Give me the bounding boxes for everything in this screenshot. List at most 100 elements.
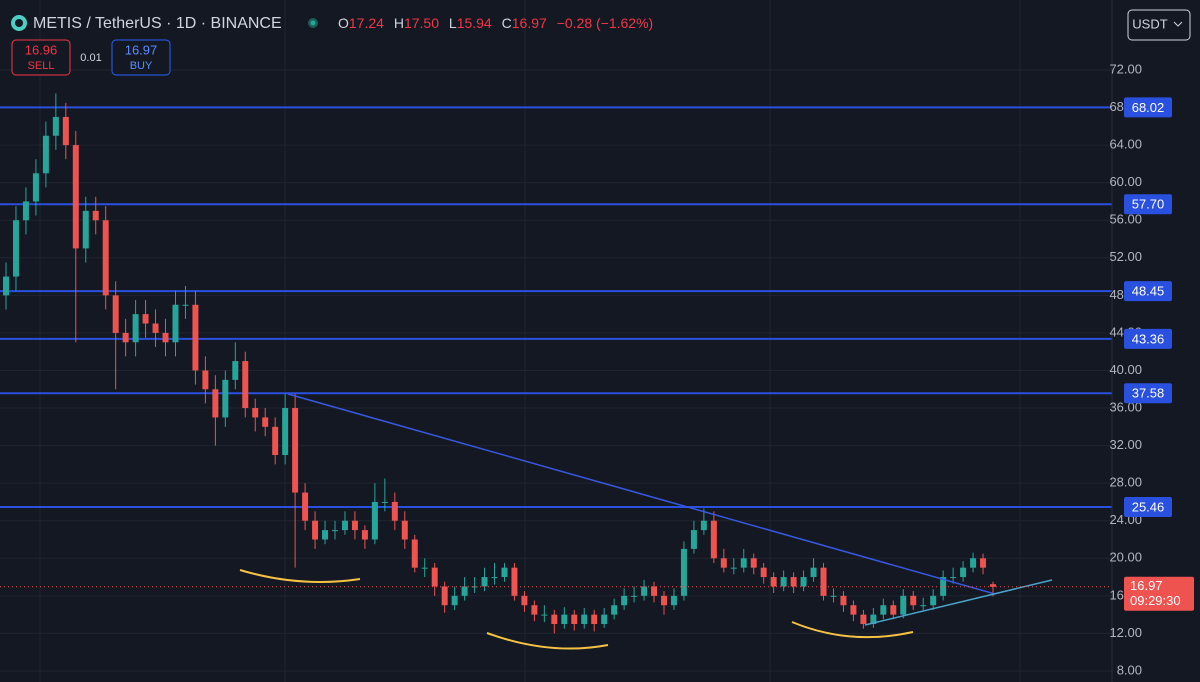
candle-body — [740, 558, 747, 568]
candle-body — [750, 558, 757, 568]
y-tick-label: 28.00 — [1109, 475, 1142, 490]
currency: USDT — [1132, 16, 1167, 31]
countdown: 09:29:30 — [1130, 593, 1181, 608]
drawings — [239, 393, 1053, 650]
candle-body — [870, 614, 877, 625]
c-label: C — [502, 15, 512, 31]
candle-body — [780, 577, 787, 587]
l-value: 15.94 — [457, 15, 492, 31]
candle-body — [302, 492, 309, 521]
candle-body — [3, 276, 9, 296]
level-label-bg — [1124, 328, 1172, 349]
candle-body — [132, 314, 139, 343]
candle-body — [760, 567, 767, 578]
level-label-bg — [1124, 97, 1172, 118]
candle-body — [611, 605, 618, 615]
candle-body — [421, 567, 428, 569]
candle-body — [700, 520, 707, 531]
candle-body — [621, 595, 628, 606]
y-tick-label: 40.00 — [1109, 362, 1142, 377]
sell-label: SELL — [28, 60, 55, 72]
candle-body — [910, 595, 917, 606]
candle-body — [661, 595, 667, 606]
candle-body — [172, 304, 179, 343]
candle-body — [930, 595, 937, 606]
candle-body — [890, 605, 897, 615]
candle-body — [521, 595, 528, 606]
candle-body — [322, 530, 329, 540]
candle-body — [451, 595, 458, 606]
candle-body — [561, 614, 568, 625]
candle-body — [222, 379, 229, 418]
y-tick-label: 8.00 — [1117, 662, 1142, 677]
vertical-grid — [39, 0, 1021, 682]
y-tick-label: 56.00 — [1109, 212, 1142, 227]
candle-body — [940, 577, 947, 596]
candle-body — [800, 577, 807, 587]
level-label: 37.58 — [1132, 386, 1165, 401]
candles — [3, 93, 996, 634]
c-value: 16.97 — [512, 15, 547, 31]
candle-body — [162, 332, 169, 343]
curve — [486, 632, 609, 650]
y-tick-label: 32.00 — [1109, 437, 1142, 452]
candle-body — [232, 361, 239, 380]
candle-body — [431, 567, 438, 587]
candle-body — [481, 577, 488, 587]
candle-body — [730, 567, 737, 569]
candle-body — [52, 116, 59, 136]
y-tick-label: 60.00 — [1109, 174, 1142, 189]
candle-body — [282, 408, 289, 455]
candle-body — [860, 614, 867, 625]
o-label: O — [338, 15, 349, 31]
l-label: L — [449, 15, 457, 31]
candle-body — [830, 595, 837, 597]
curve — [239, 569, 361, 583]
candle-body — [32, 173, 39, 202]
sell-button[interactable] — [11, 39, 71, 76]
candle-body — [710, 520, 717, 559]
level-label-bg — [1124, 281, 1172, 302]
candle-body — [990, 584, 996, 587]
candle-body — [102, 220, 109, 296]
candle-body — [292, 408, 299, 493]
change: −0.28 (−1.62%) — [557, 15, 654, 31]
candle-body — [401, 520, 408, 540]
candle-body — [441, 586, 448, 606]
candle-body — [820, 567, 827, 596]
candle-body — [840, 595, 847, 606]
candle-body — [152, 323, 159, 333]
candle-body — [62, 116, 69, 146]
candle-body — [391, 501, 398, 521]
candle-body — [112, 295, 119, 333]
y-tick-label: 12.00 — [1109, 625, 1142, 640]
curve — [791, 621, 914, 639]
header: METIS / TetherUS · 1D · BINANCE O17.24 H… — [11, 9, 1191, 76]
candle-body — [790, 577, 797, 587]
level-label: 57.70 — [1132, 197, 1165, 212]
candle-body — [960, 567, 967, 578]
candle-body — [332, 530, 338, 532]
o-value: 17.24 — [349, 15, 384, 31]
candle-body — [670, 595, 677, 606]
candle-body — [571, 614, 578, 625]
buy-button[interactable] — [111, 39, 171, 76]
candle-body — [122, 332, 129, 343]
candle-body — [551, 614, 558, 625]
candle-body — [651, 586, 658, 596]
grid — [0, 69, 1112, 672]
candle-body — [591, 614, 598, 625]
candle-body — [641, 586, 648, 596]
candle-body — [511, 567, 518, 596]
candle-body — [690, 530, 697, 549]
candle-body — [950, 577, 957, 579]
y-tick-label: 52.00 — [1109, 249, 1142, 264]
candle-body — [361, 530, 368, 540]
candle-body — [42, 135, 49, 174]
symbol-icon-inner — [15, 19, 23, 27]
currency-button[interactable] — [1127, 9, 1191, 41]
y-axis: 8.0012.0016.0020.0024.0028.0032.0036.004… — [1109, 61, 1194, 677]
candle-body — [531, 605, 538, 615]
level-label: 68.02 — [1132, 100, 1165, 115]
